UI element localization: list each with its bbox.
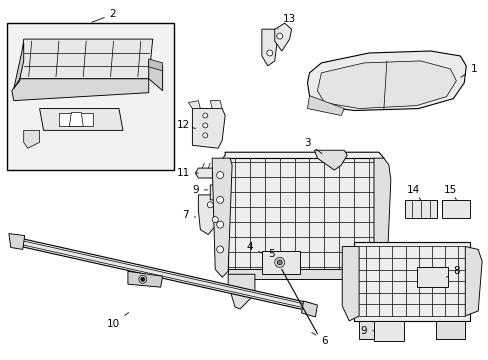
Polygon shape <box>128 271 163 287</box>
Circle shape <box>203 123 207 128</box>
Text: 12: 12 <box>177 121 195 130</box>
Text: 11: 11 <box>177 168 198 178</box>
Text: 8: 8 <box>446 266 459 277</box>
Circle shape <box>139 275 146 283</box>
Polygon shape <box>188 100 200 109</box>
Text: 14: 14 <box>406 185 420 200</box>
Circle shape <box>216 172 223 179</box>
Text: 4: 4 <box>246 243 262 253</box>
Circle shape <box>274 257 284 267</box>
Polygon shape <box>198 195 224 235</box>
Polygon shape <box>220 152 383 180</box>
Circle shape <box>141 277 144 281</box>
Polygon shape <box>274 23 291 51</box>
Circle shape <box>203 133 207 138</box>
Circle shape <box>207 202 213 208</box>
Polygon shape <box>12 79 148 100</box>
Polygon shape <box>358 321 388 339</box>
Circle shape <box>216 246 223 253</box>
Polygon shape <box>210 100 222 109</box>
Polygon shape <box>307 51 466 111</box>
Polygon shape <box>228 274 254 309</box>
Polygon shape <box>307 96 344 116</box>
Polygon shape <box>262 29 277 66</box>
Polygon shape <box>464 247 481 316</box>
Polygon shape <box>314 150 346 170</box>
Polygon shape <box>148 59 163 71</box>
Polygon shape <box>69 113 83 126</box>
Polygon shape <box>212 158 232 277</box>
Text: 9: 9 <box>192 185 207 195</box>
Bar <box>421 271 443 282</box>
Polygon shape <box>195 168 259 178</box>
Circle shape <box>276 33 282 39</box>
Polygon shape <box>20 39 152 79</box>
Polygon shape <box>442 200 469 218</box>
Polygon shape <box>416 267 447 287</box>
Text: 10: 10 <box>106 312 128 329</box>
Circle shape <box>216 221 223 228</box>
Polygon shape <box>40 109 122 130</box>
Polygon shape <box>262 251 299 274</box>
Circle shape <box>277 260 282 265</box>
Polygon shape <box>317 61 455 109</box>
Polygon shape <box>14 43 24 89</box>
Text: 1: 1 <box>460 64 477 77</box>
Text: 7: 7 <box>182 210 195 220</box>
Bar <box>377 325 399 337</box>
Text: 5: 5 <box>268 249 277 262</box>
Text: 15: 15 <box>443 185 456 200</box>
Polygon shape <box>148 61 163 91</box>
Circle shape <box>212 217 218 223</box>
Polygon shape <box>60 113 93 126</box>
Polygon shape <box>24 130 40 148</box>
Bar <box>447 204 464 214</box>
Circle shape <box>203 113 207 118</box>
Polygon shape <box>435 321 464 339</box>
Polygon shape <box>344 274 373 309</box>
Polygon shape <box>16 238 310 311</box>
Polygon shape <box>228 158 373 271</box>
Text: 9: 9 <box>360 326 373 336</box>
Polygon shape <box>373 321 403 341</box>
Bar <box>7 23 173 170</box>
Polygon shape <box>9 234 25 249</box>
Text: 3: 3 <box>304 138 322 154</box>
Text: 2: 2 <box>92 9 116 22</box>
Polygon shape <box>404 200 436 218</box>
Polygon shape <box>192 109 224 148</box>
Polygon shape <box>373 158 390 277</box>
Circle shape <box>266 50 272 56</box>
Polygon shape <box>210 185 230 200</box>
Polygon shape <box>353 242 469 321</box>
Text: 13: 13 <box>277 14 296 29</box>
Polygon shape <box>342 247 358 321</box>
Polygon shape <box>301 301 317 317</box>
Text: 6: 6 <box>311 332 327 346</box>
Polygon shape <box>228 269 373 279</box>
Circle shape <box>216 196 223 203</box>
